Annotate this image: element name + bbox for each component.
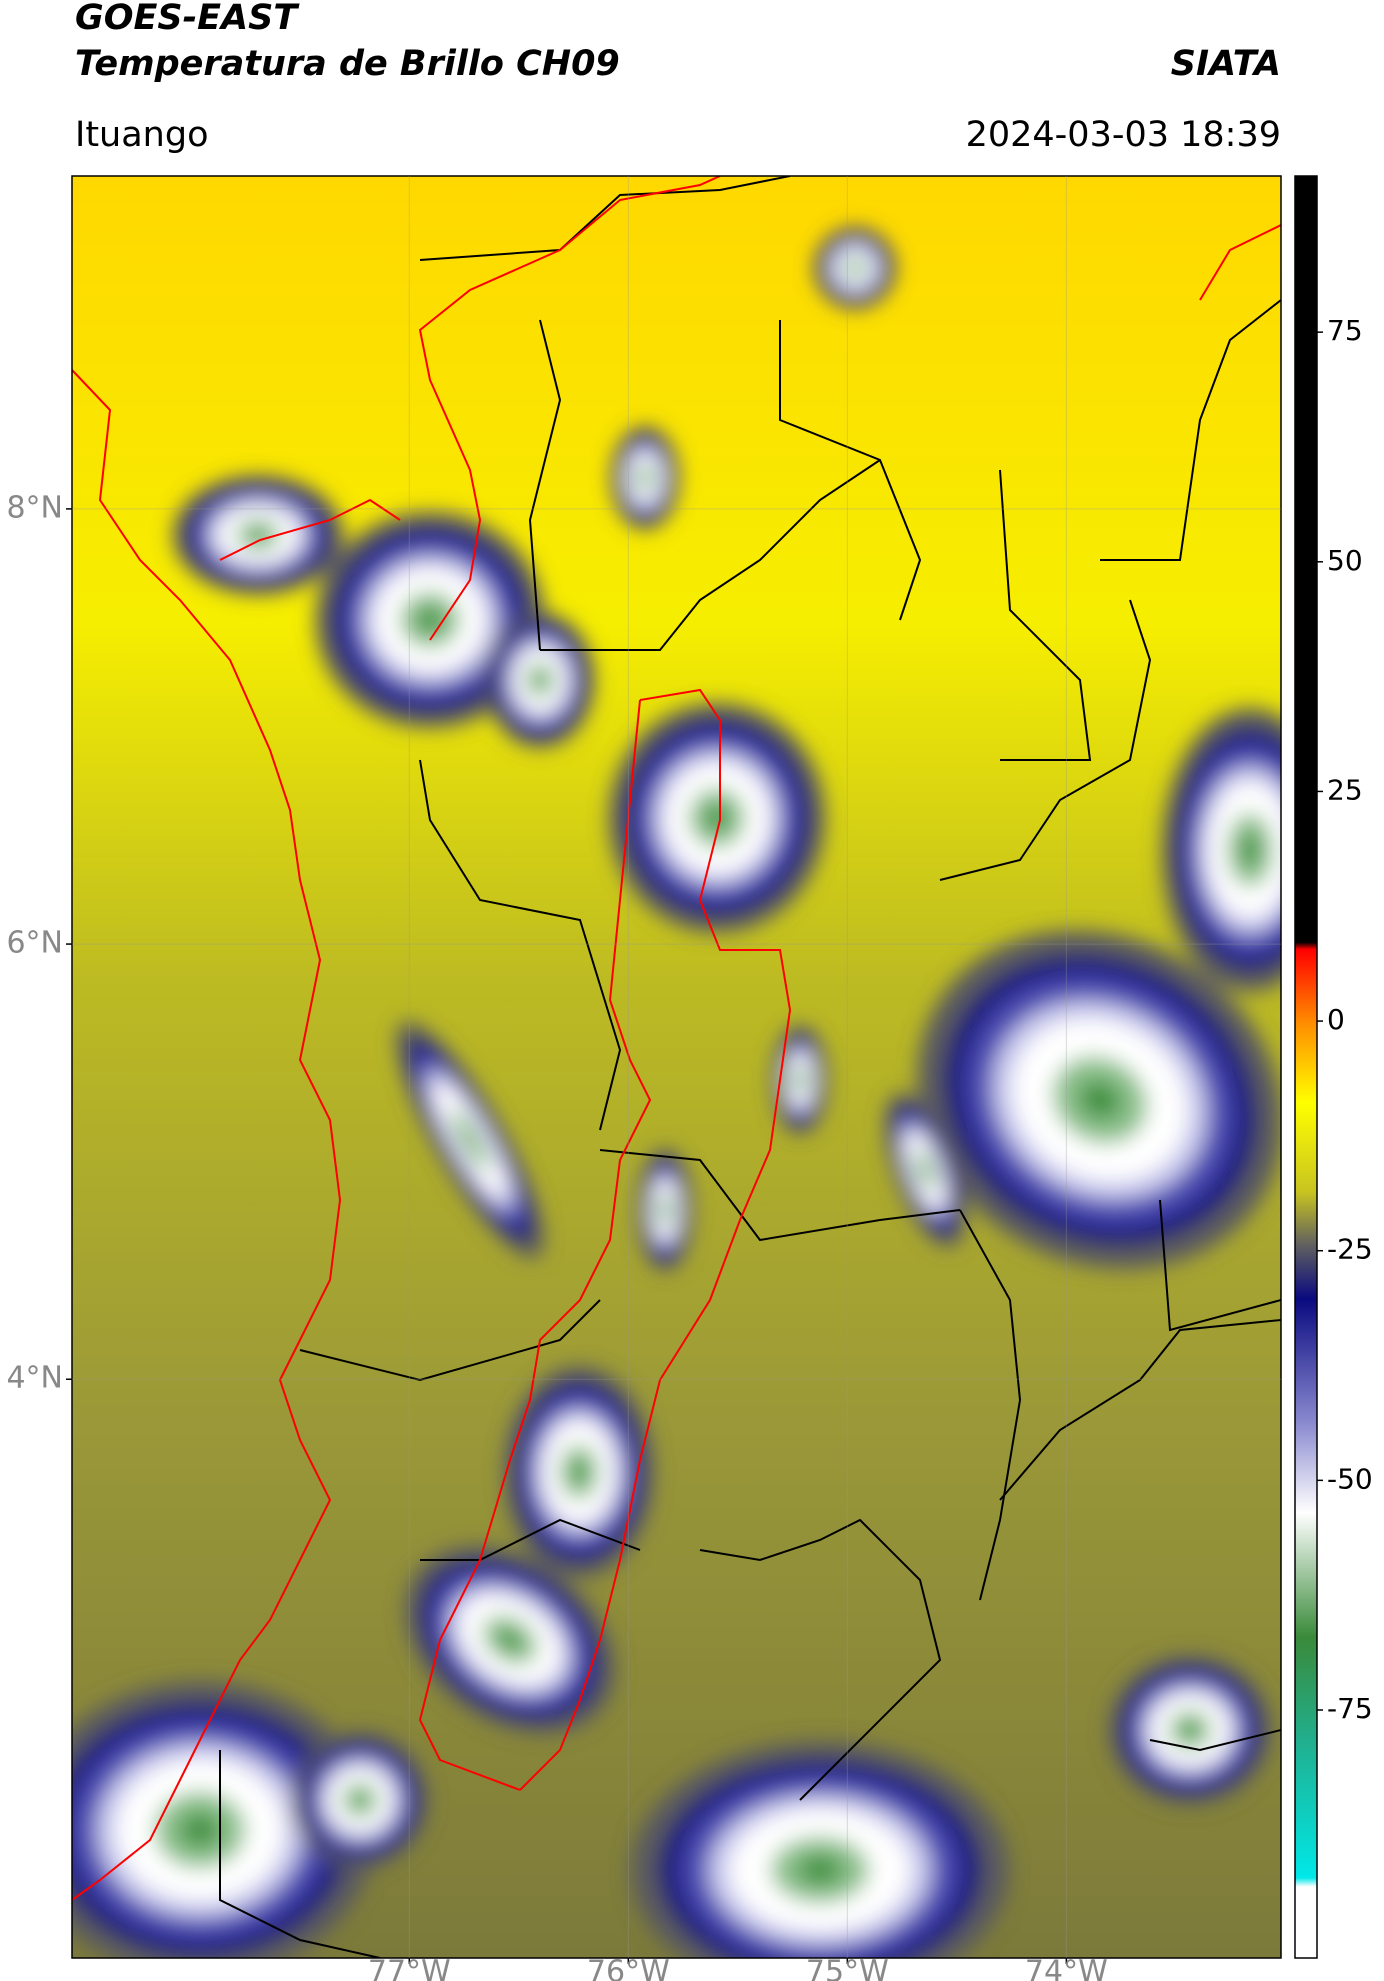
y-tick-label: 8°N bbox=[6, 490, 63, 525]
colorbar-tick-label: 50 bbox=[1327, 544, 1363, 577]
colorbar-tick-label: 75 bbox=[1327, 314, 1363, 347]
colorbar-tick-label: 0 bbox=[1327, 1003, 1345, 1036]
subtitle: Temperatura de Brillo CH09 bbox=[75, 44, 620, 84]
colorbar-tick-label: -75 bbox=[1327, 1692, 1373, 1725]
colorbar-tick-label: -50 bbox=[1327, 1462, 1373, 1495]
colorbar bbox=[1294, 175, 1318, 1959]
location: Ituango bbox=[75, 115, 209, 155]
colorbar-tick-label: 25 bbox=[1327, 773, 1363, 806]
source: SIATA bbox=[1171, 44, 1281, 84]
x-tick-label: 74°W bbox=[1025, 1955, 1108, 1981]
colorbar-tick-label: -25 bbox=[1327, 1233, 1373, 1266]
satellite-image bbox=[72, 176, 1281, 1958]
title: GOES-EAST bbox=[75, 0, 300, 38]
y-tick-label: 6°N bbox=[6, 926, 63, 961]
x-tick-label: 75°W bbox=[806, 1955, 889, 1981]
y-tick-label: 4°N bbox=[6, 1361, 63, 1396]
map-frame bbox=[71, 175, 1282, 1959]
x-tick-label: 77°W bbox=[368, 1955, 451, 1981]
datetime: 2024-03-03 18:39 bbox=[966, 115, 1281, 155]
x-tick-label: 76°W bbox=[587, 1955, 670, 1981]
